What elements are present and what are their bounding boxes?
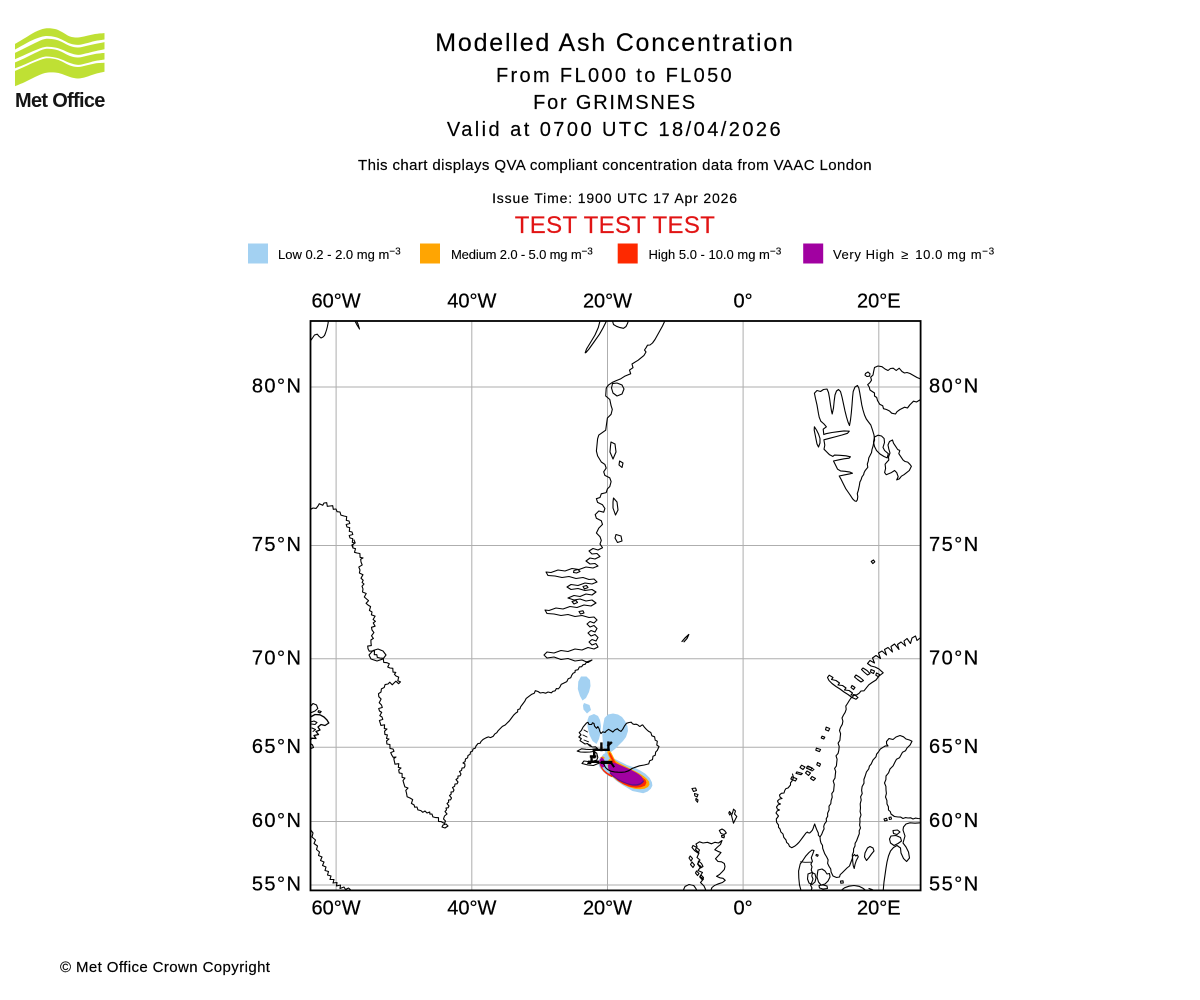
- svg-text:60°N: 60°N: [252, 810, 303, 832]
- svg-text:Very High ≥ 10.0 mg m−3: Very High ≥ 10.0 mg m−3: [833, 247, 995, 263]
- svg-text:70°N: 70°N: [252, 647, 303, 669]
- svg-text:65°N: 65°N: [929, 736, 980, 758]
- svg-text:55°N: 55°N: [252, 874, 303, 896]
- svg-text:High 5.0 - 10.0 mg m−3: High 5.0 - 10.0 mg m−3: [649, 247, 782, 263]
- svg-text:20°E: 20°E: [857, 291, 901, 313]
- svg-text:60°W: 60°W: [312, 291, 361, 313]
- svg-text:20°W: 20°W: [583, 898, 632, 920]
- svg-text:60°W: 60°W: [312, 898, 361, 920]
- svg-text:40°W: 40°W: [447, 291, 496, 313]
- svg-text:20°E: 20°E: [857, 898, 901, 920]
- svg-text:70°N: 70°N: [929, 647, 980, 669]
- svg-text:75°N: 75°N: [252, 534, 303, 556]
- svg-text:65°N: 65°N: [252, 736, 303, 758]
- svg-text:75°N: 75°N: [929, 534, 980, 556]
- svg-text:80°N: 80°N: [252, 376, 303, 398]
- svg-text:0°: 0°: [734, 291, 753, 313]
- svg-text:55°N: 55°N: [929, 874, 980, 896]
- svg-text:40°W: 40°W: [447, 898, 496, 920]
- svg-text:Medium 2.0 - 5.0 mg m−3: Medium 2.0 - 5.0 mg m−3: [451, 247, 593, 263]
- svg-text:80°N: 80°N: [929, 376, 980, 398]
- svg-text:20°W: 20°W: [583, 291, 632, 313]
- svg-text:60°N: 60°N: [929, 810, 980, 832]
- svg-text:Low 0.2 - 2.0 mg m−3: Low 0.2 - 2.0 mg m−3: [278, 247, 401, 263]
- svg-text:0°: 0°: [734, 898, 753, 920]
